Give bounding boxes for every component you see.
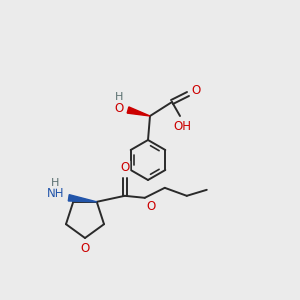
Polygon shape [127, 107, 150, 116]
Text: O: O [120, 161, 129, 174]
Text: H: H [51, 178, 59, 188]
Polygon shape [68, 195, 97, 202]
Text: O: O [80, 242, 90, 256]
Text: O: O [114, 101, 124, 115]
Text: H: H [115, 92, 123, 102]
Text: O: O [191, 85, 201, 98]
Text: O: O [146, 200, 155, 213]
Text: OH: OH [173, 119, 191, 133]
Text: NH: NH [47, 187, 64, 200]
